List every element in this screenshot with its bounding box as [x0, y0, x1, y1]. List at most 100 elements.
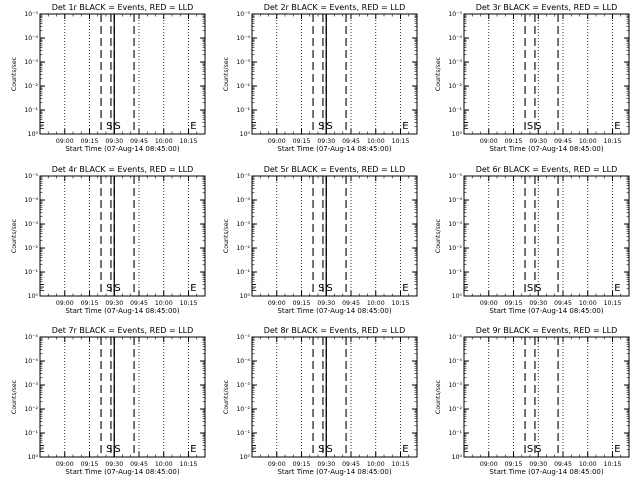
y-tick-label: 10⁻⁵	[24, 173, 38, 180]
interval-marker: S	[114, 444, 120, 455]
interval-marker: E	[614, 283, 620, 294]
interval-marker: S	[106, 121, 112, 132]
y-tick-label: 10⁻⁵	[24, 11, 38, 18]
y-tick-label: 10⁻²	[236, 406, 250, 413]
y-tick-label: 10⁻¹	[448, 430, 462, 437]
interval-marker: E	[402, 444, 408, 455]
interval-marker: E	[402, 283, 408, 294]
x-tick-label: 10:15	[604, 300, 622, 307]
y-tick-label: 10⁰	[28, 293, 39, 300]
y-tick-label: 10⁻³	[236, 59, 250, 66]
x-tick-label: 09:30	[105, 461, 123, 468]
x-tick-label: 10:00	[579, 300, 597, 307]
interval-marker: S	[106, 283, 112, 294]
y-tick-label: 10⁻⁴	[24, 358, 38, 365]
x-tick-label: 09:00	[56, 300, 74, 307]
y-tick-label: 10⁻⁵	[236, 173, 250, 180]
y-tick-label: 10⁻²	[24, 83, 38, 90]
x-tick-label: 09:00	[480, 461, 498, 468]
detector-panel: Det 8r BLACK = Events, RED = LLD 10⁰ 10⁻¹ 1…	[223, 326, 418, 476]
interval-marker: S	[527, 121, 533, 132]
interval-marker: E	[462, 283, 468, 294]
interval-marker: E	[614, 121, 620, 132]
x-tick-label: 09:45	[342, 461, 360, 468]
y-tick-label: 10⁻³	[448, 382, 462, 389]
y-axis-title: Counts/sec	[435, 218, 442, 253]
x-axis-title: Start Time (07-Aug-14 08:45:00)	[65, 307, 179, 315]
interval-marker: E	[614, 444, 620, 455]
y-tick-label: 10⁻²	[24, 245, 38, 252]
interval-marker: E	[250, 283, 256, 294]
y-tick-label: 10⁻⁴	[448, 197, 462, 204]
x-tick-label: 09:30	[529, 300, 547, 307]
interval-marker: E	[462, 121, 468, 132]
x-tick-label: 10:15	[180, 300, 198, 307]
y-axis-title: Counts/sec	[435, 379, 442, 414]
x-tick-label: 09:00	[268, 300, 286, 307]
x-tick-label: 10:00	[367, 300, 385, 307]
y-tick-label: 10⁻²	[24, 406, 38, 413]
y-tick-label: 10⁻⁵	[448, 334, 462, 341]
y-axis-title: Counts/sec	[223, 379, 230, 414]
x-tick-label: 10:00	[155, 300, 173, 307]
x-tick-label: 09:30	[105, 300, 123, 307]
y-tick-label: 10⁻³	[236, 382, 250, 389]
x-axis-title: Start Time (07-Aug-14 08:45:00)	[277, 307, 391, 315]
x-tick-label: 10:00	[155, 138, 173, 145]
x-tick-label: 10:00	[579, 138, 597, 145]
panel-title: Det 5r BLACK = Events, RED = LLD	[264, 165, 406, 174]
y-axis-title: Counts/sec	[223, 218, 230, 253]
y-tick-label: 10⁻³	[236, 221, 250, 228]
x-tick-label: 09:15	[81, 461, 99, 468]
y-tick-label: 10⁻²	[448, 83, 462, 90]
y-tick-label: 10⁻⁵	[448, 11, 462, 18]
x-tick-label: 09:00	[56, 461, 74, 468]
interval-marker: E	[190, 121, 196, 132]
detector-panel: Det 7r BLACK = Events, RED = LLD 10⁰ 10⁻¹ 1…	[11, 326, 206, 476]
detector-panel: Det 9r BLACK = Events, RED = LLD 10⁰ 10⁻¹ 1…	[435, 326, 630, 476]
y-tick-label: 10⁻⁵	[24, 334, 38, 341]
y-tick-label: 10⁰	[240, 131, 251, 138]
y-tick-label: 10⁻¹	[24, 107, 38, 114]
interval-marker: S	[527, 444, 533, 455]
y-tick-label: 10⁻¹	[24, 430, 38, 437]
x-tick-label: 09:15	[81, 138, 99, 145]
interval-marker: S	[527, 283, 533, 294]
interval-marker: E	[250, 121, 256, 132]
x-tick-label: 09:15	[293, 138, 311, 145]
x-tick-label: 10:15	[180, 138, 198, 145]
x-tick-label: 09:30	[317, 138, 335, 145]
x-tick-label: 09:15	[505, 461, 523, 468]
panel-title: Det 7r BLACK = Events, RED = LLD	[52, 326, 194, 335]
x-tick-label: 09:00	[268, 461, 286, 468]
y-tick-label: 10⁻⁵	[236, 11, 250, 18]
interval-marker: S	[326, 121, 332, 132]
y-tick-label: 10⁻⁴	[236, 35, 250, 42]
x-tick-label: 09:45	[342, 138, 360, 145]
y-tick-label: 10⁰	[240, 454, 251, 461]
x-tick-label: 10:15	[604, 461, 622, 468]
y-tick-label: 10⁻⁴	[24, 197, 38, 204]
panel-title: Det 9r BLACK = Events, RED = LLD	[476, 326, 618, 335]
x-tick-label: 10:00	[155, 461, 173, 468]
x-tick-label: 09:00	[56, 138, 74, 145]
y-axis-title: Counts/sec	[223, 56, 230, 91]
x-tick-label: 09:30	[317, 461, 335, 468]
y-tick-label: 10⁻⁴	[236, 197, 250, 204]
panel-title: Det 8r BLACK = Events, RED = LLD	[264, 326, 406, 335]
y-tick-label: 10⁰	[240, 293, 251, 300]
y-tick-label: 10⁻³	[448, 59, 462, 66]
y-tick-label: 10⁻⁴	[236, 358, 250, 365]
x-tick-label: 09:15	[505, 300, 523, 307]
y-tick-label: 10⁻⁴	[448, 35, 462, 42]
x-tick-label: 09:30	[105, 138, 123, 145]
interval-marker: S	[114, 121, 120, 132]
detector-panel: Det 1r BLACK = Events, RED = LLD 10⁰ 10⁻¹ 1…	[11, 3, 206, 153]
x-tick-label: 09:45	[554, 300, 572, 307]
x-tick-label: 09:30	[529, 138, 547, 145]
interval-marker: E	[38, 121, 44, 132]
x-axis-title: Start Time (07-Aug-14 08:45:00)	[489, 307, 603, 315]
panel-title: Det 4r BLACK = Events, RED = LLD	[52, 165, 194, 174]
x-axis-title: Start Time (07-Aug-14 08:45:00)	[65, 145, 179, 153]
